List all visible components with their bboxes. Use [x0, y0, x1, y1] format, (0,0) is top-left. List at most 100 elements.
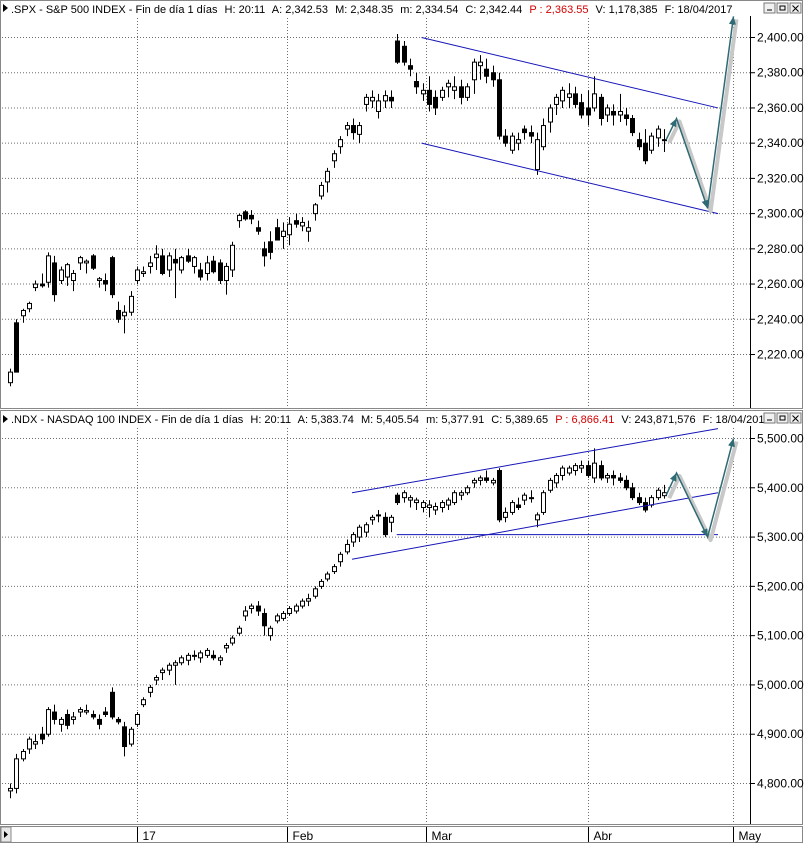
scroll-arrow-icon: [4, 831, 8, 838]
ndx-candle: [611, 470, 616, 486]
ndx-header-high: M: 5,405.54: [361, 414, 419, 426]
ndx-candle: [224, 643, 229, 653]
spx-candle: [71, 269, 76, 292]
spx-candle: [516, 132, 521, 151]
ndx-candle-body: [40, 733, 45, 740]
spx-candle: [541, 118, 546, 151]
spx-candle: [573, 86, 578, 108]
ndx-candle-body: [395, 494, 400, 504]
spx-minimize-button[interactable]: [763, 2, 776, 14]
ndx-header-close: C: 5,389.65: [491, 414, 548, 426]
ndx-candle-body: [237, 627, 242, 634]
spx-candle: [52, 255, 57, 302]
spx-candle: [332, 150, 337, 168]
spx-candle: [160, 248, 165, 276]
spx-candle: [364, 93, 369, 112]
ndx-candle: [440, 500, 445, 513]
spx-candle-body: [91, 255, 96, 269]
spx-candle-body: [376, 100, 381, 112]
ndx-candle-body: [300, 600, 305, 607]
ndx-candle: [370, 514, 375, 525]
spx-candle: [637, 132, 642, 151]
spx-header-volume: V: 1,178,385: [596, 4, 658, 16]
ndx-candle: [14, 753, 19, 794]
spx-candle: [656, 125, 661, 147]
spx-candle: [186, 248, 191, 263]
spx-candle-body: [656, 128, 661, 139]
ndx-candle: [313, 586, 318, 599]
ndx-candle-body: [129, 728, 134, 745]
ndx-candle-body: [141, 699, 146, 706]
spx-candle-body: [433, 96, 438, 109]
spx-candle: [414, 72, 419, 94]
spx-candle-body: [325, 170, 330, 183]
spx-candle: [243, 210, 248, 221]
ndx-candle-body: [148, 686, 153, 693]
spx-candle: [21, 308, 26, 323]
ndx-candle: [605, 473, 610, 483]
ndx-candle: [192, 650, 197, 661]
ndx-candle: [522, 492, 527, 506]
spx-header-name: .SPX - S&P 500 INDEX - Fin de día 1 días: [11, 4, 218, 16]
ndx-minimize-button[interactable]: [763, 412, 776, 424]
spx-candle-body: [110, 257, 115, 296]
spx-candle-body: [649, 135, 654, 151]
ndx-header-open: A: 5,383.74: [298, 414, 354, 426]
ndx-candle: [421, 500, 426, 513]
ndx-candle: [211, 650, 216, 661]
spx-candle: [281, 222, 286, 249]
ndx-candle-body: [59, 718, 64, 725]
ndx-candle-body: [116, 718, 121, 723]
spx-candle-body: [630, 118, 635, 134]
ndx-candle: [376, 509, 381, 523]
ndx-candle-body: [78, 709, 83, 713]
ndx-candle-body: [541, 492, 546, 513]
spx-candle-body: [573, 93, 578, 105]
spx-candle: [14, 319, 19, 373]
ndx-candle: [332, 564, 337, 575]
spx-candle-body: [478, 61, 483, 67]
spx-expand-icon[interactable]: [3, 4, 8, 12]
spx-candle: [662, 129, 667, 152]
ndx-candle: [529, 490, 534, 503]
spx-candle: [103, 273, 108, 292]
spx-header: .SPX - S&P 500 INDEX - Fin de día 1 días…: [3, 2, 802, 16]
ndx-candle: [186, 652, 191, 666]
ndx-candle-body: [592, 462, 597, 479]
spx-candle-body: [116, 309, 121, 320]
spx-candle-body: [256, 227, 261, 232]
ndx-candle-body: [370, 516, 375, 521]
spx-candle-body: [281, 230, 286, 238]
spx-candle: [167, 252, 172, 278]
spx-maximize-button[interactable]: [776, 2, 789, 14]
ndx-candle-body: [345, 543, 350, 553]
spx-candle-body: [535, 139, 540, 171]
spx-candle: [510, 132, 515, 154]
svg-text:.NDX - NASDAQ 100 INDEX - Fin: .NDX - NASDAQ 100 INDEX - Fin de día 1 d…: [11, 414, 771, 426]
ndx-candle: [586, 460, 591, 478]
ndx-candle: [27, 736, 32, 754]
ndx-maximize-button[interactable]: [776, 412, 789, 424]
spx-candle-body: [624, 114, 629, 120]
ndx-candle: [592, 448, 597, 483]
ndx-candle: [59, 716, 64, 732]
spx-candle: [472, 58, 477, 94]
spx-candle-body: [186, 255, 191, 262]
spx-candle: [65, 262, 70, 286]
ndx-candle: [389, 514, 394, 533]
spx-candle: [592, 76, 597, 112]
spx-candle: [554, 93, 559, 115]
ndx-candle: [452, 490, 457, 506]
spx-candle-body: [306, 227, 311, 232]
ndx-candle: [357, 524, 362, 542]
spx-candle: [262, 241, 267, 267]
ndx-candle: [110, 687, 115, 720]
ndx-candle: [135, 712, 140, 727]
ndx-candle: [579, 460, 584, 473]
ndx-candle-body: [503, 511, 508, 518]
ndx-candle: [338, 551, 343, 567]
ndx-candle-body: [319, 580, 324, 587]
ndx-trendline: [351, 492, 719, 560]
ndx-expand-icon[interactable]: [3, 415, 8, 423]
spx-candle-body: [14, 322, 19, 373]
